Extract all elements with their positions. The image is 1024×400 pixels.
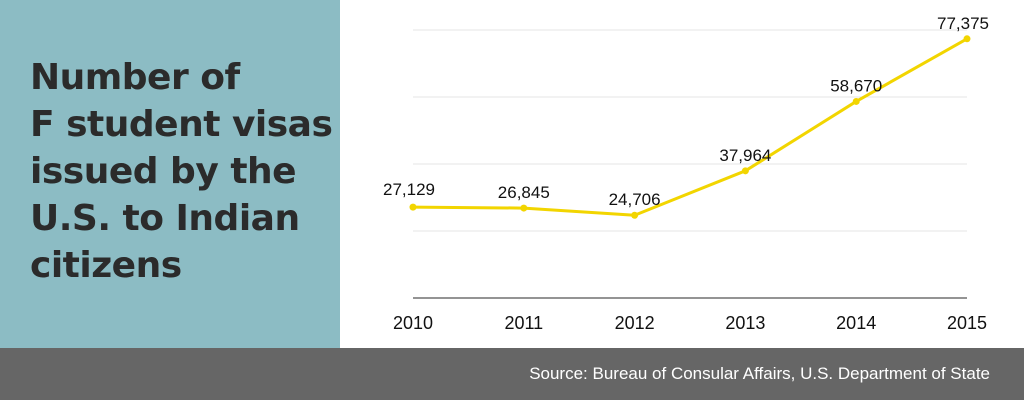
title-line: U.S. to Indian [30,198,300,239]
title-panel: Number of F student visas issued by the … [0,0,340,348]
data-label: 24,706 [609,190,661,209]
data-label: 37,964 [719,146,771,165]
data-label: 26,845 [498,183,550,202]
series-line [411,37,969,217]
source-note: Source: Bureau of Consular Affairs, U.S.… [529,364,990,383]
x-tick-label: 2011 [504,313,543,333]
data-point [963,35,971,43]
chart-title: Number of F student visas issued by the … [30,54,333,289]
title-line: citizens [30,245,182,286]
data-label: 77,375 [937,14,989,33]
x-tick-label: 2013 [725,313,765,333]
title-line: Number of [30,57,240,98]
data-point [520,204,528,212]
data-point [741,167,749,175]
x-tick-label: 2012 [615,313,655,333]
data-point [852,97,860,105]
x-tick-label: 2014 [836,313,876,333]
data-point [631,211,639,219]
x-tick-label: 2010 [393,313,433,333]
footer-bar: Source: Bureau of Consular Affairs, U.S.… [0,348,1024,400]
x-tick-label: 2015 [947,313,987,333]
title-line: F student visas [30,104,333,145]
title-line: issued by the [30,151,297,192]
chart-area: 27,129 26,845 24,706 37,964 58,670 77,375 2010… [340,0,1024,348]
data-point [409,203,417,211]
data-label: 27,129 [383,180,435,199]
line-chart: 27,129 26,845 24,706 37,964 58,670 77,375 2010… [383,14,989,333]
data-label: 58,670 [830,76,882,95]
